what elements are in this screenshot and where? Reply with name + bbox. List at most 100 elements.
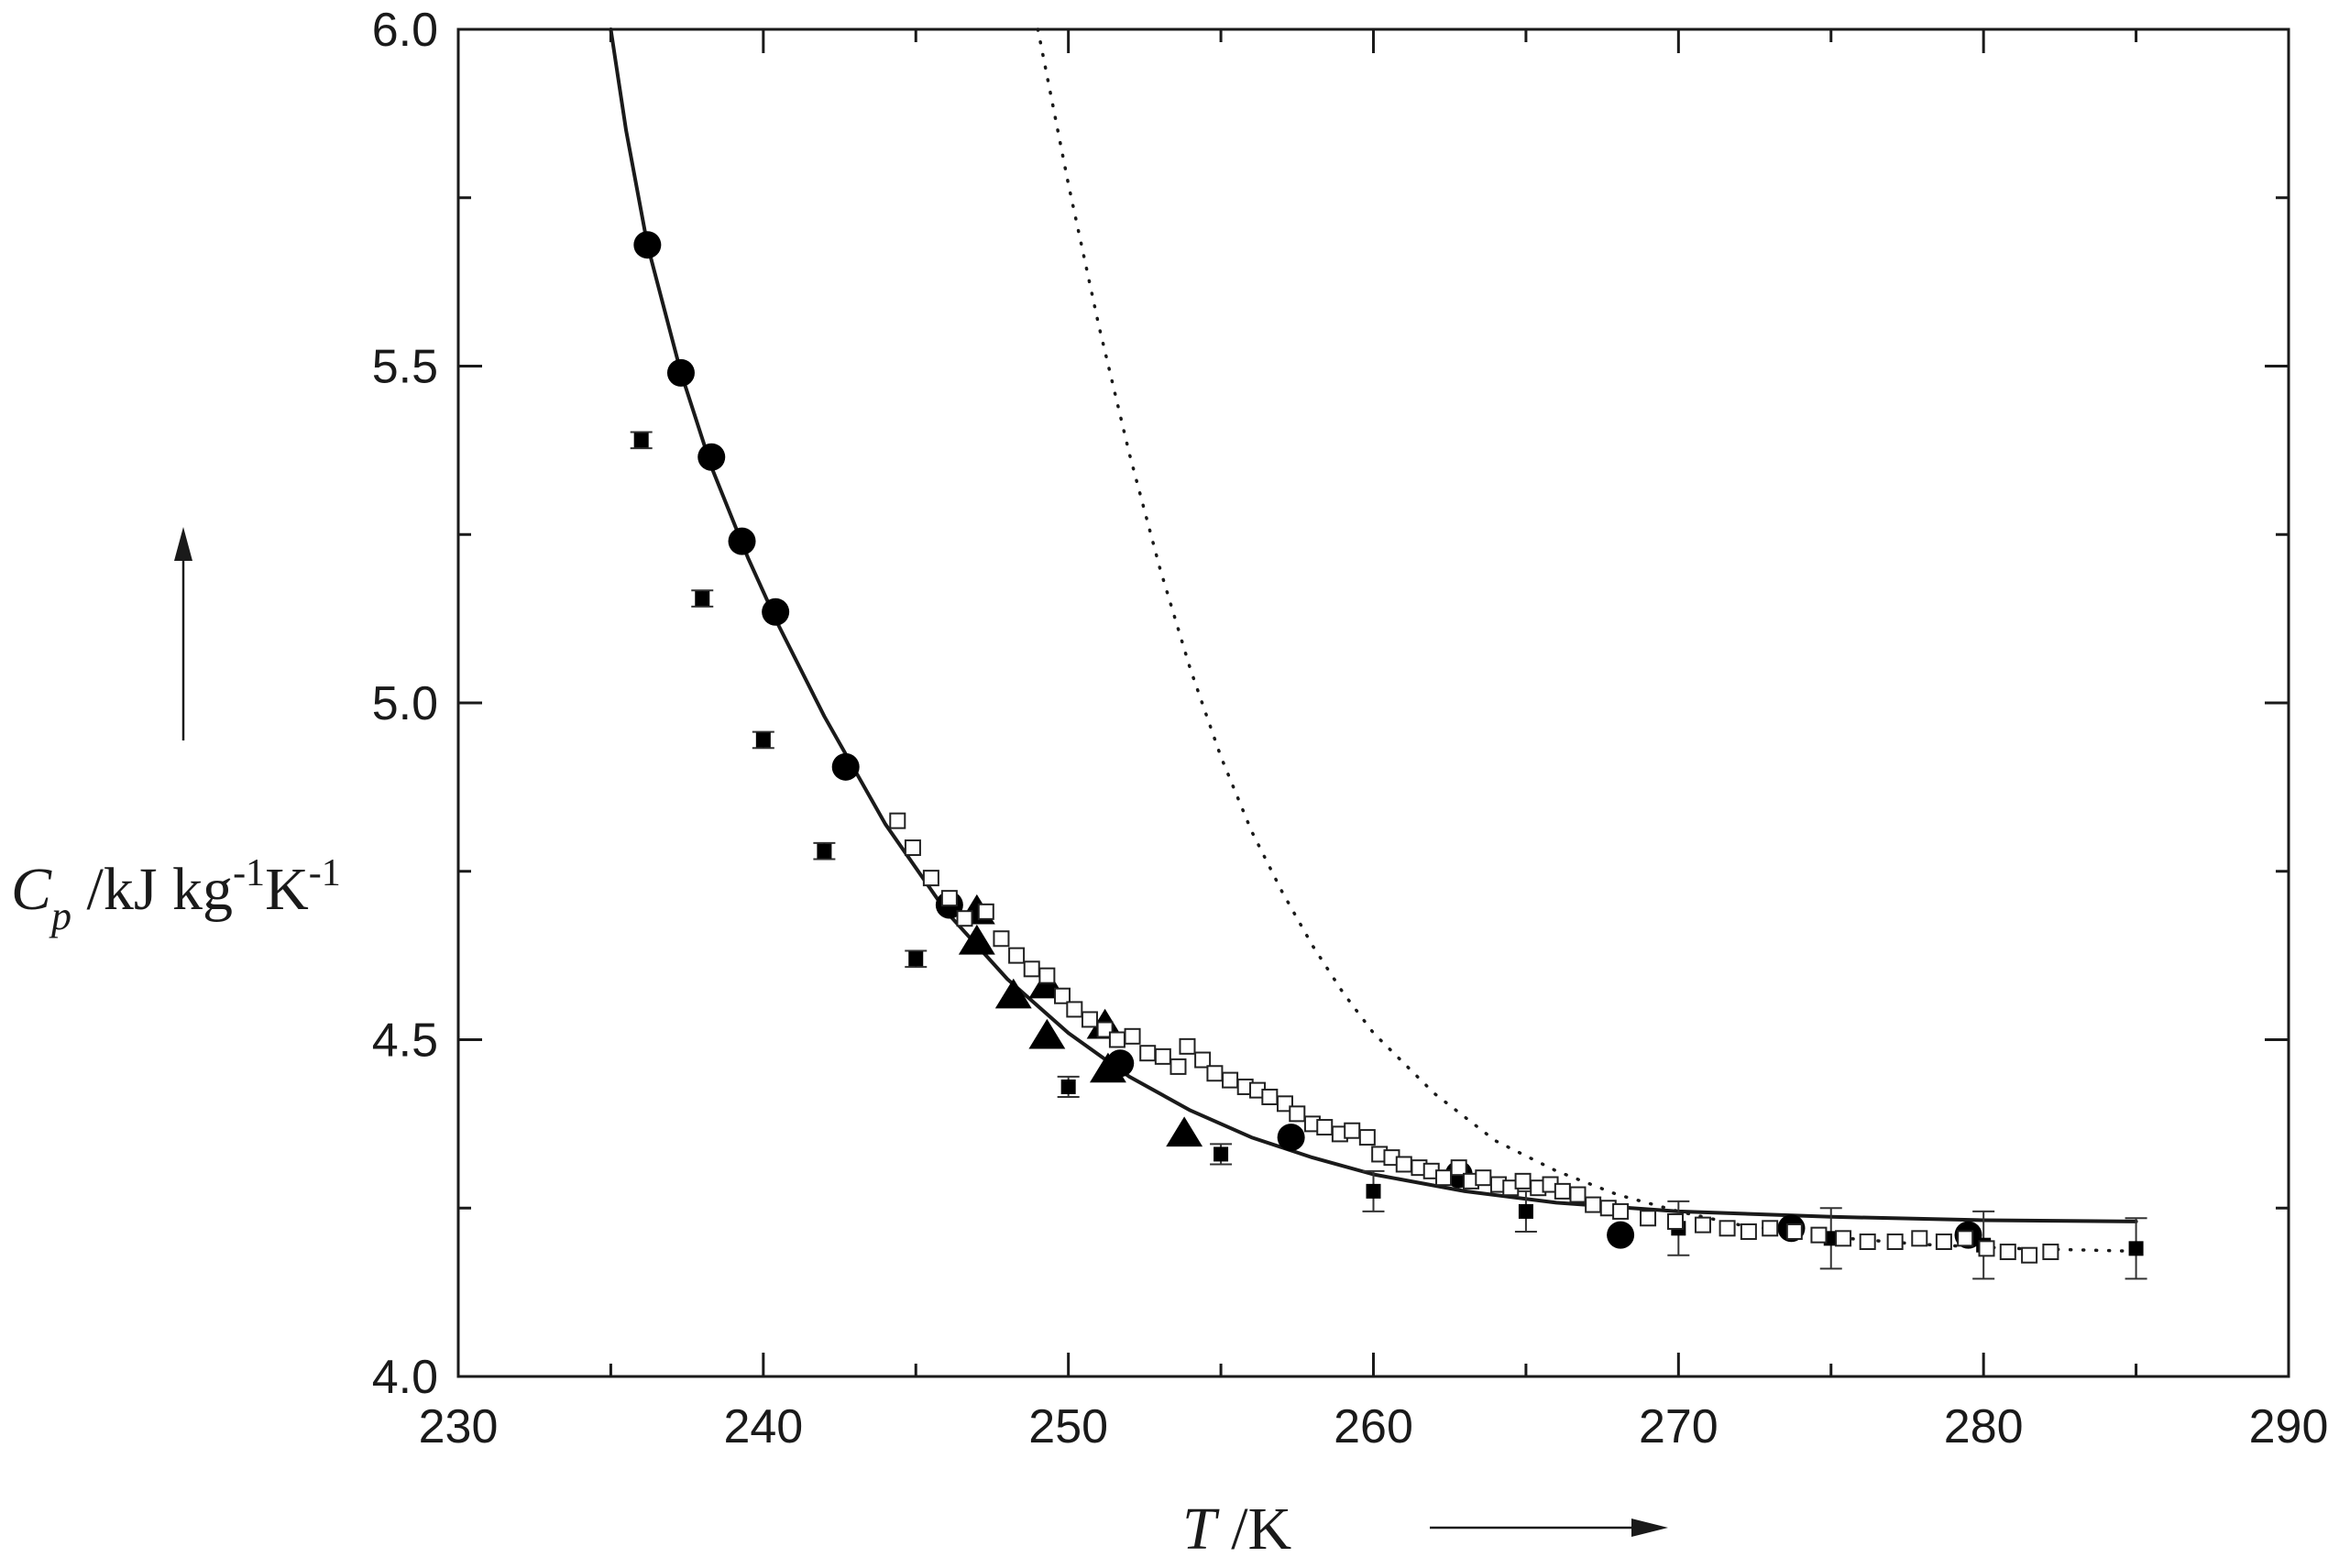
x-tick-label: 280 [1944, 1400, 2024, 1453]
point-open-square [1612, 1202, 1630, 1220]
point-open-square [1475, 1169, 1492, 1187]
point-filled-square [2128, 1241, 2144, 1256]
point-open-square [1170, 1058, 1187, 1075]
point-open-square [1554, 1182, 1571, 1200]
point-open-square [1344, 1122, 1361, 1139]
point-open-square [1358, 1129, 1376, 1146]
point-filled-square [633, 433, 649, 448]
point-open-square [1316, 1119, 1334, 1136]
x-tick-label: 240 [723, 1400, 803, 1453]
y-axis-unit-2: K [265, 856, 309, 923]
point-open-square [1719, 1220, 1736, 1237]
point-open-square [1261, 1088, 1279, 1105]
point-filled-circle [762, 598, 790, 626]
point-filled-circle [697, 443, 726, 471]
y-axis-subscript: p [49, 894, 71, 938]
point-open-square [1096, 1021, 1114, 1038]
x-tick-label: 270 [1639, 1400, 1719, 1453]
point-open-square [1023, 960, 1040, 978]
point-filled-circle [666, 358, 695, 387]
point-open-square [1640, 1210, 1657, 1227]
point-filled-square [695, 591, 710, 607]
point-open-square [1124, 1027, 1141, 1045]
point-open-square [1450, 1159, 1467, 1177]
point-open-square [1667, 1212, 1685, 1230]
point-open-square [1978, 1240, 1995, 1257]
point-filled-circle [728, 527, 756, 555]
point-filled-triangle [994, 978, 1032, 1009]
point-open-square [1206, 1065, 1224, 1082]
y-arrow-head [174, 527, 192, 561]
point-filled-circle [1277, 1124, 1305, 1152]
point-open-square [2042, 1244, 2059, 1261]
fit-curve-solid [609, 27, 2138, 1223]
point-filled-circle [1607, 1221, 1635, 1249]
point-open-square [1008, 947, 1026, 964]
point-open-square [1999, 1244, 2016, 1261]
point-open-square [1179, 1037, 1196, 1055]
point-open-square [1762, 1220, 1779, 1237]
point-open-square [1038, 967, 1056, 984]
point-open-square [1108, 1031, 1126, 1048]
y-tick-label: 4.0 [372, 1351, 438, 1404]
point-open-square [1395, 1156, 1412, 1173]
y-axis-symbol: C [11, 856, 52, 923]
point-filled-triangle [1089, 1052, 1126, 1083]
y-tick-labels: 4.0 4.5 5.0 5.5 6.0 [372, 4, 438, 1404]
point-open-square [922, 870, 939, 887]
point-filled-triangle [1166, 1116, 1203, 1147]
point-open-square [1066, 1001, 1083, 1018]
y-tick-label: 5.0 [372, 677, 438, 730]
point-open-square [2021, 1246, 2038, 1264]
y-tick-label: 6.0 [372, 4, 438, 57]
point-filled-square [908, 951, 924, 967]
point-filled-square [1366, 1183, 1381, 1199]
point-open-square [1957, 1230, 1974, 1247]
x-arrow-head [1631, 1519, 1668, 1537]
y-axis-exp-1: -1 [233, 852, 265, 894]
point-open-square [1694, 1216, 1711, 1234]
point-open-square [1886, 1234, 1904, 1250]
point-open-square [1276, 1095, 1293, 1113]
point-filled-square [1823, 1231, 1839, 1246]
point-open-square [1911, 1230, 1928, 1247]
point-open-square [956, 910, 973, 927]
point-open-square [977, 903, 994, 920]
point-open-square [993, 930, 1010, 948]
point-open-square [1139, 1045, 1157, 1062]
x-tick-label: 230 [419, 1400, 499, 1453]
point-filled-square [1060, 1079, 1076, 1094]
point-open-square [1435, 1169, 1453, 1187]
point-open-square [1835, 1230, 1852, 1247]
point-open-square [1740, 1223, 1757, 1240]
point-open-square [1289, 1105, 1306, 1123]
point-open-square [889, 812, 906, 829]
point-open-square [1154, 1047, 1171, 1065]
x-tick-label: 290 [2249, 1400, 2329, 1453]
point-filled-square [1213, 1146, 1229, 1162]
point-filled-triangle [958, 924, 995, 955]
point-open-square [1081, 1011, 1098, 1028]
point-open-square [1222, 1071, 1239, 1089]
x-tick-label: 250 [1028, 1400, 1108, 1453]
y-tick-label: 5.5 [372, 341, 438, 394]
point-open-square [904, 839, 921, 857]
point-filled-triangle [1028, 1018, 1066, 1049]
point-filled-square [755, 732, 771, 748]
x-tick-label: 260 [1334, 1400, 1413, 1453]
y-axis-title: Cp /kJ kg-1K-1 [11, 852, 341, 938]
x-axis-title: T /K [1182, 1496, 1291, 1563]
point-open-square [1569, 1186, 1587, 1203]
y-axis-exp-2: -1 [309, 852, 341, 894]
point-open-square [1514, 1172, 1532, 1190]
point-open-square [1859, 1234, 1876, 1250]
point-open-square [1054, 987, 1071, 1004]
y-axis-unit-1: /kJ kg [71, 856, 233, 923]
x-axis-symbol: T [1182, 1496, 1220, 1563]
point-open-square [940, 890, 958, 907]
point-open-square [1935, 1234, 1952, 1250]
point-filled-circle [831, 752, 860, 781]
y-ticks [458, 27, 2289, 1378]
x-tick-labels: 230 240 250 260 270 280 290 [419, 1400, 2329, 1453]
